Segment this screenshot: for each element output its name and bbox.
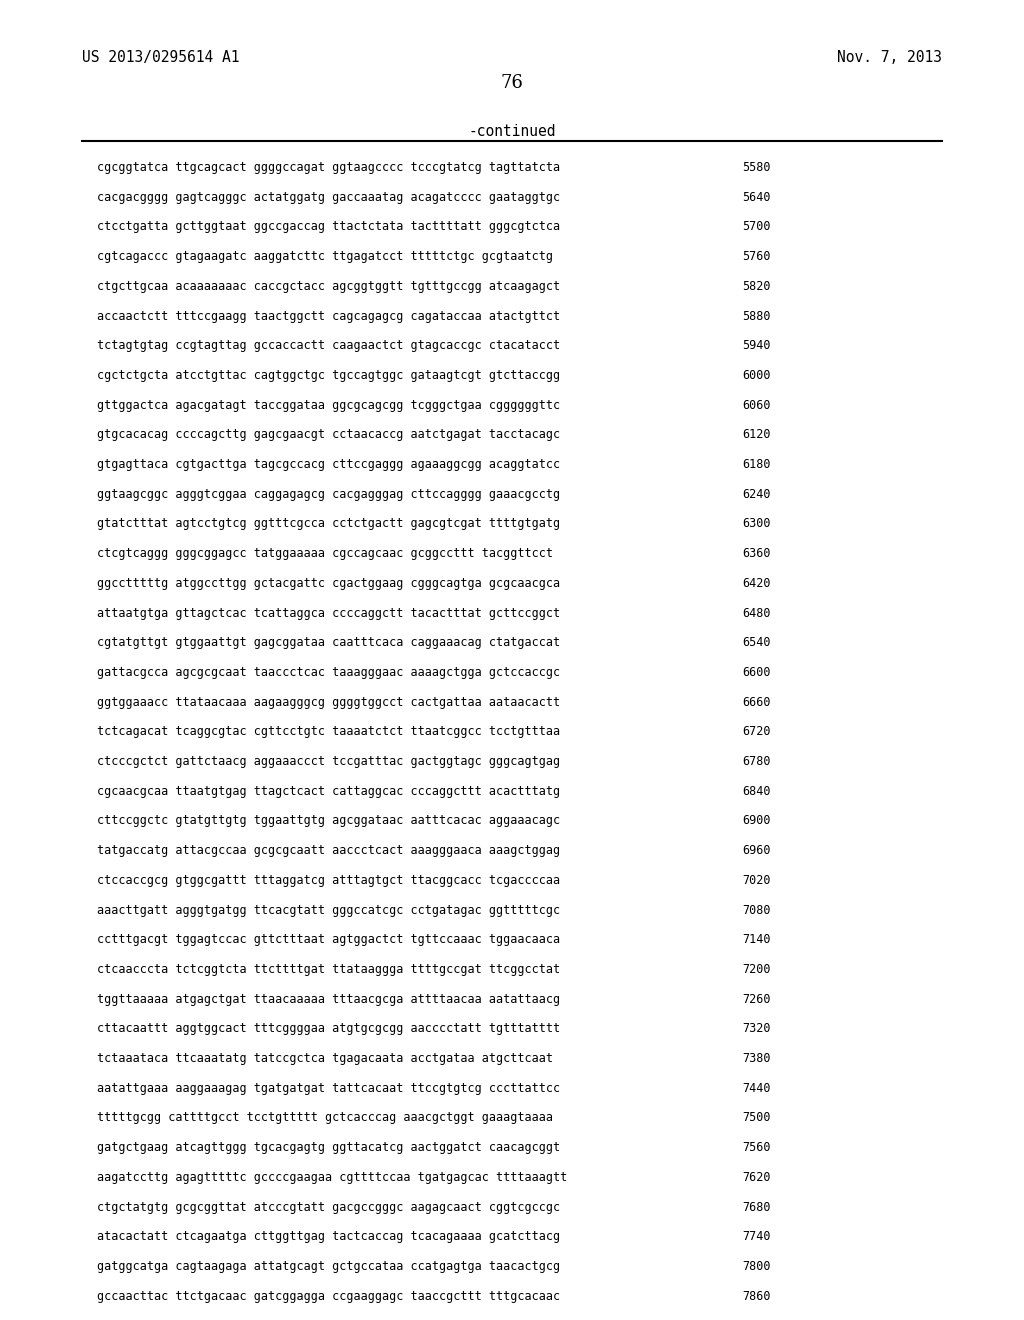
Text: 6120: 6120 — [742, 428, 771, 441]
Text: ctcgtcaggg gggcggagcc tatggaaaaa cgccagcaac gcggccttt tacggttcct: ctcgtcaggg gggcggagcc tatggaaaaa cgccagc… — [97, 546, 553, 560]
Text: 5820: 5820 — [742, 280, 771, 293]
Text: 6840: 6840 — [742, 784, 771, 797]
Text: ctgctatgtg gcgcggttat atcccgtatt gacgccgggc aagagcaact cggtcgccgc: ctgctatgtg gcgcggttat atcccgtatt gacgccg… — [97, 1201, 560, 1213]
Text: 6300: 6300 — [742, 517, 771, 531]
Text: 5700: 5700 — [742, 220, 771, 234]
Text: attaatgtga gttagctcac tcattaggca ccccaggctt tacactttat gcttccggct: attaatgtga gttagctcac tcattaggca ccccagg… — [97, 607, 560, 619]
Text: 6600: 6600 — [742, 667, 771, 678]
Text: 7380: 7380 — [742, 1052, 771, 1065]
Text: 7860: 7860 — [742, 1290, 771, 1303]
Text: 7260: 7260 — [742, 993, 771, 1006]
Text: ctgcttgcaa acaaaaaaac caccgctacc agcggtggtt tgtttgccgg atcaagagct: ctgcttgcaa acaaaaaaac caccgctacc agcggtg… — [97, 280, 560, 293]
Text: ggtggaaacc ttataacaaa aagaagggcg ggggtggcct cactgattaa aataacactt: ggtggaaacc ttataacaaa aagaagggcg ggggtgg… — [97, 696, 560, 709]
Text: 7740: 7740 — [742, 1230, 771, 1243]
Text: 6240: 6240 — [742, 487, 771, 500]
Text: gtatctttat agtcctgtcg ggtttcgcca cctctgactt gagcgtcgat ttttgtgatg: gtatctttat agtcctgtcg ggtttcgcca cctctga… — [97, 517, 560, 531]
Text: cgtatgttgt gtggaattgt gagcggataa caatttcaca caggaaacag ctatgaccat: cgtatgttgt gtggaattgt gagcggataa caatttc… — [97, 636, 560, 649]
Text: 5940: 5940 — [742, 339, 771, 352]
Text: atacactatt ctcagaatga cttggttgag tactcaccag tcacagaaaa gcatcttacg: atacactatt ctcagaatga cttggttgag tactcac… — [97, 1230, 560, 1243]
Text: -continued: -continued — [468, 124, 556, 139]
Text: 6360: 6360 — [742, 546, 771, 560]
Text: 7320: 7320 — [742, 1022, 771, 1035]
Text: 6660: 6660 — [742, 696, 771, 709]
Text: tctagtgtag ccgtagttag gccaccactt caagaactct gtagcaccgc ctacatacct: tctagtgtag ccgtagttag gccaccactt caagaac… — [97, 339, 560, 352]
Text: 5880: 5880 — [742, 309, 771, 322]
Text: 6720: 6720 — [742, 726, 771, 738]
Text: cgcaacgcaa ttaatgtgag ttagctcact cattaggcac cccaggcttt acactttatg: cgcaacgcaa ttaatgtgag ttagctcact cattagg… — [97, 784, 560, 797]
Text: 7200: 7200 — [742, 962, 771, 975]
Text: 6000: 6000 — [742, 368, 771, 381]
Text: 76: 76 — [501, 74, 523, 92]
Text: 7620: 7620 — [742, 1171, 771, 1184]
Text: aagatccttg agagtttttc gccccgaagaa cgttttccaa tgatgagcac ttttaaagtt: aagatccttg agagtttttc gccccgaagaa cgtttt… — [97, 1171, 567, 1184]
Text: 7080: 7080 — [742, 903, 771, 916]
Text: cacgacgggg gagtcagggc actatggatg gaccaaatag acagatcccc gaataggtgc: cacgacgggg gagtcagggc actatggatg gaccaaa… — [97, 190, 560, 203]
Text: gttggactca agacgatagt taccggataa ggcgcagcgg tcgggctgaa cggggggttc: gttggactca agacgatagt taccggataa ggcgcag… — [97, 399, 560, 412]
Text: 6420: 6420 — [742, 577, 771, 590]
Text: tatgaccatg attacgccaa gcgcgcaatt aaccctcact aaagggaaca aaagctggag: tatgaccatg attacgccaa gcgcgcaatt aaccctc… — [97, 845, 560, 857]
Text: 6480: 6480 — [742, 607, 771, 619]
Text: 5640: 5640 — [742, 190, 771, 203]
Text: cctttgacgt tggagtccac gttctttaat agtggactct tgttccaaac tggaacaaca: cctttgacgt tggagtccac gttctttaat agtggac… — [97, 933, 560, 946]
Text: 6180: 6180 — [742, 458, 771, 471]
Text: ctcctgatta gcttggtaat ggccgaccag ttactctata tacttttatt gggcgtctca: ctcctgatta gcttggtaat ggccgaccag ttactct… — [97, 220, 560, 234]
Text: aatattgaaa aaggaaagag tgatgatgat tattcacaat ttccgtgtcg cccttattcc: aatattgaaa aaggaaagag tgatgatgat tattcac… — [97, 1082, 560, 1094]
Text: 5580: 5580 — [742, 161, 771, 174]
Text: 6900: 6900 — [742, 814, 771, 828]
Text: 7680: 7680 — [742, 1201, 771, 1213]
Text: 6960: 6960 — [742, 845, 771, 857]
Text: gccaacttac ttctgacaac gatcggagga ccgaaggagc taaccgcttt tttgcacaac: gccaacttac ttctgacaac gatcggagga ccgaagg… — [97, 1290, 560, 1303]
Text: 6780: 6780 — [742, 755, 771, 768]
Text: ggtaagcggc agggtcggaa caggagagcg cacgagggag cttccagggg gaaacgcctg: ggtaagcggc agggtcggaa caggagagcg cacgagg… — [97, 487, 560, 500]
Text: 7440: 7440 — [742, 1082, 771, 1094]
Text: 6060: 6060 — [742, 399, 771, 412]
Text: gtgagttaca cgtgacttga tagcgccacg cttccgaggg agaaaggcgg acaggtatcc: gtgagttaca cgtgacttga tagcgccacg cttccga… — [97, 458, 560, 471]
Text: tctcagacat tcaggcgtac cgttcctgtc taaaatctct ttaatcggcc tcctgtttaa: tctcagacat tcaggcgtac cgttcctgtc taaaatc… — [97, 726, 560, 738]
Text: ctccaccgcg gtggcgattt tttaggatcg atttagtgct ttacggcacc tcgaccccaa: ctccaccgcg gtggcgattt tttaggatcg atttagt… — [97, 874, 560, 887]
Text: 7020: 7020 — [742, 874, 771, 887]
Text: gatggcatga cagtaagaga attatgcagt gctgccataa ccatgagtga taacactgcg: gatggcatga cagtaagaga attatgcagt gctgcca… — [97, 1259, 560, 1272]
Text: US 2013/0295614 A1: US 2013/0295614 A1 — [82, 50, 240, 65]
Text: tggttaaaaa atgagctgat ttaacaaaaa tttaacgcga attttaacaa aatattaacg: tggttaaaaa atgagctgat ttaacaaaaa tttaacg… — [97, 993, 560, 1006]
Text: gtgcacacag ccccagcttg gagcgaacgt cctaacaccg aatctgagat tacctacagc: gtgcacacag ccccagcttg gagcgaacgt cctaaca… — [97, 428, 560, 441]
Text: 7500: 7500 — [742, 1111, 771, 1125]
Text: cgcggtatca ttgcagcact ggggccagat ggtaagcccc tcccgtatcg tagttatcta: cgcggtatca ttgcagcact ggggccagat ggtaagc… — [97, 161, 560, 174]
Text: 7800: 7800 — [742, 1259, 771, 1272]
Text: gatgctgaag atcagttggg tgcacgagtg ggttacatcg aactggatct caacagcggt: gatgctgaag atcagttggg tgcacgagtg ggttaca… — [97, 1140, 560, 1154]
Text: cttccggctc gtatgttgtg tggaattgtg agcggataac aatttcacac aggaaacagc: cttccggctc gtatgttgtg tggaattgtg agcggat… — [97, 814, 560, 828]
Text: cttacaattt aggtggcact tttcggggaa atgtgcgcgg aacccctatt tgtttatttt: cttacaattt aggtggcact tttcggggaa atgtgcg… — [97, 1022, 560, 1035]
Text: gattacgcca agcgcgcaat taaccctcac taaagggaac aaaagctgga gctccaccgc: gattacgcca agcgcgcaat taaccctcac taaaggg… — [97, 667, 560, 678]
Text: tctaaataca ttcaaatatg tatccgctca tgagacaata acctgataa atgcttcaat: tctaaataca ttcaaatatg tatccgctca tgagaca… — [97, 1052, 553, 1065]
Text: ggcctttttg atggccttgg gctacgattc cgactggaag cgggcagtga gcgcaacgca: ggcctttttg atggccttgg gctacgattc cgactgg… — [97, 577, 560, 590]
Text: 7140: 7140 — [742, 933, 771, 946]
Text: accaactctt tttccgaagg taactggctt cagcagagcg cagataccaa atactgttct: accaactctt tttccgaagg taactggctt cagcaga… — [97, 309, 560, 322]
Text: ctcaacccta tctcggtcta ttcttttgat ttataaggga ttttgccgat ttcggcctat: ctcaacccta tctcggtcta ttcttttgat ttataag… — [97, 962, 560, 975]
Text: Nov. 7, 2013: Nov. 7, 2013 — [837, 50, 942, 65]
Text: 6540: 6540 — [742, 636, 771, 649]
Text: 7560: 7560 — [742, 1140, 771, 1154]
Text: tttttgcgg cattttgcct tcctgttttt gctcacccag aaacgctggt gaaagtaaaa: tttttgcgg cattttgcct tcctgttttt gctcaccc… — [97, 1111, 553, 1125]
Text: ctcccgctct gattctaacg aggaaaccct tccgatttac gactggtagc gggcagtgag: ctcccgctct gattctaacg aggaaaccct tccgatt… — [97, 755, 560, 768]
Text: 5760: 5760 — [742, 251, 771, 263]
Text: cgctctgcta atcctgttac cagtggctgc tgccagtggc gataagtcgt gtcttaccgg: cgctctgcta atcctgttac cagtggctgc tgccagt… — [97, 368, 560, 381]
Text: aaacttgatt agggtgatgg ttcacgtatt gggccatcgc cctgatagac ggtttttcgc: aaacttgatt agggtgatgg ttcacgtatt gggccat… — [97, 903, 560, 916]
Text: cgtcagaccc gtagaagatc aaggatcttc ttgagatcct tttttctgc gcgtaatctg: cgtcagaccc gtagaagatc aaggatcttc ttgagat… — [97, 251, 553, 263]
